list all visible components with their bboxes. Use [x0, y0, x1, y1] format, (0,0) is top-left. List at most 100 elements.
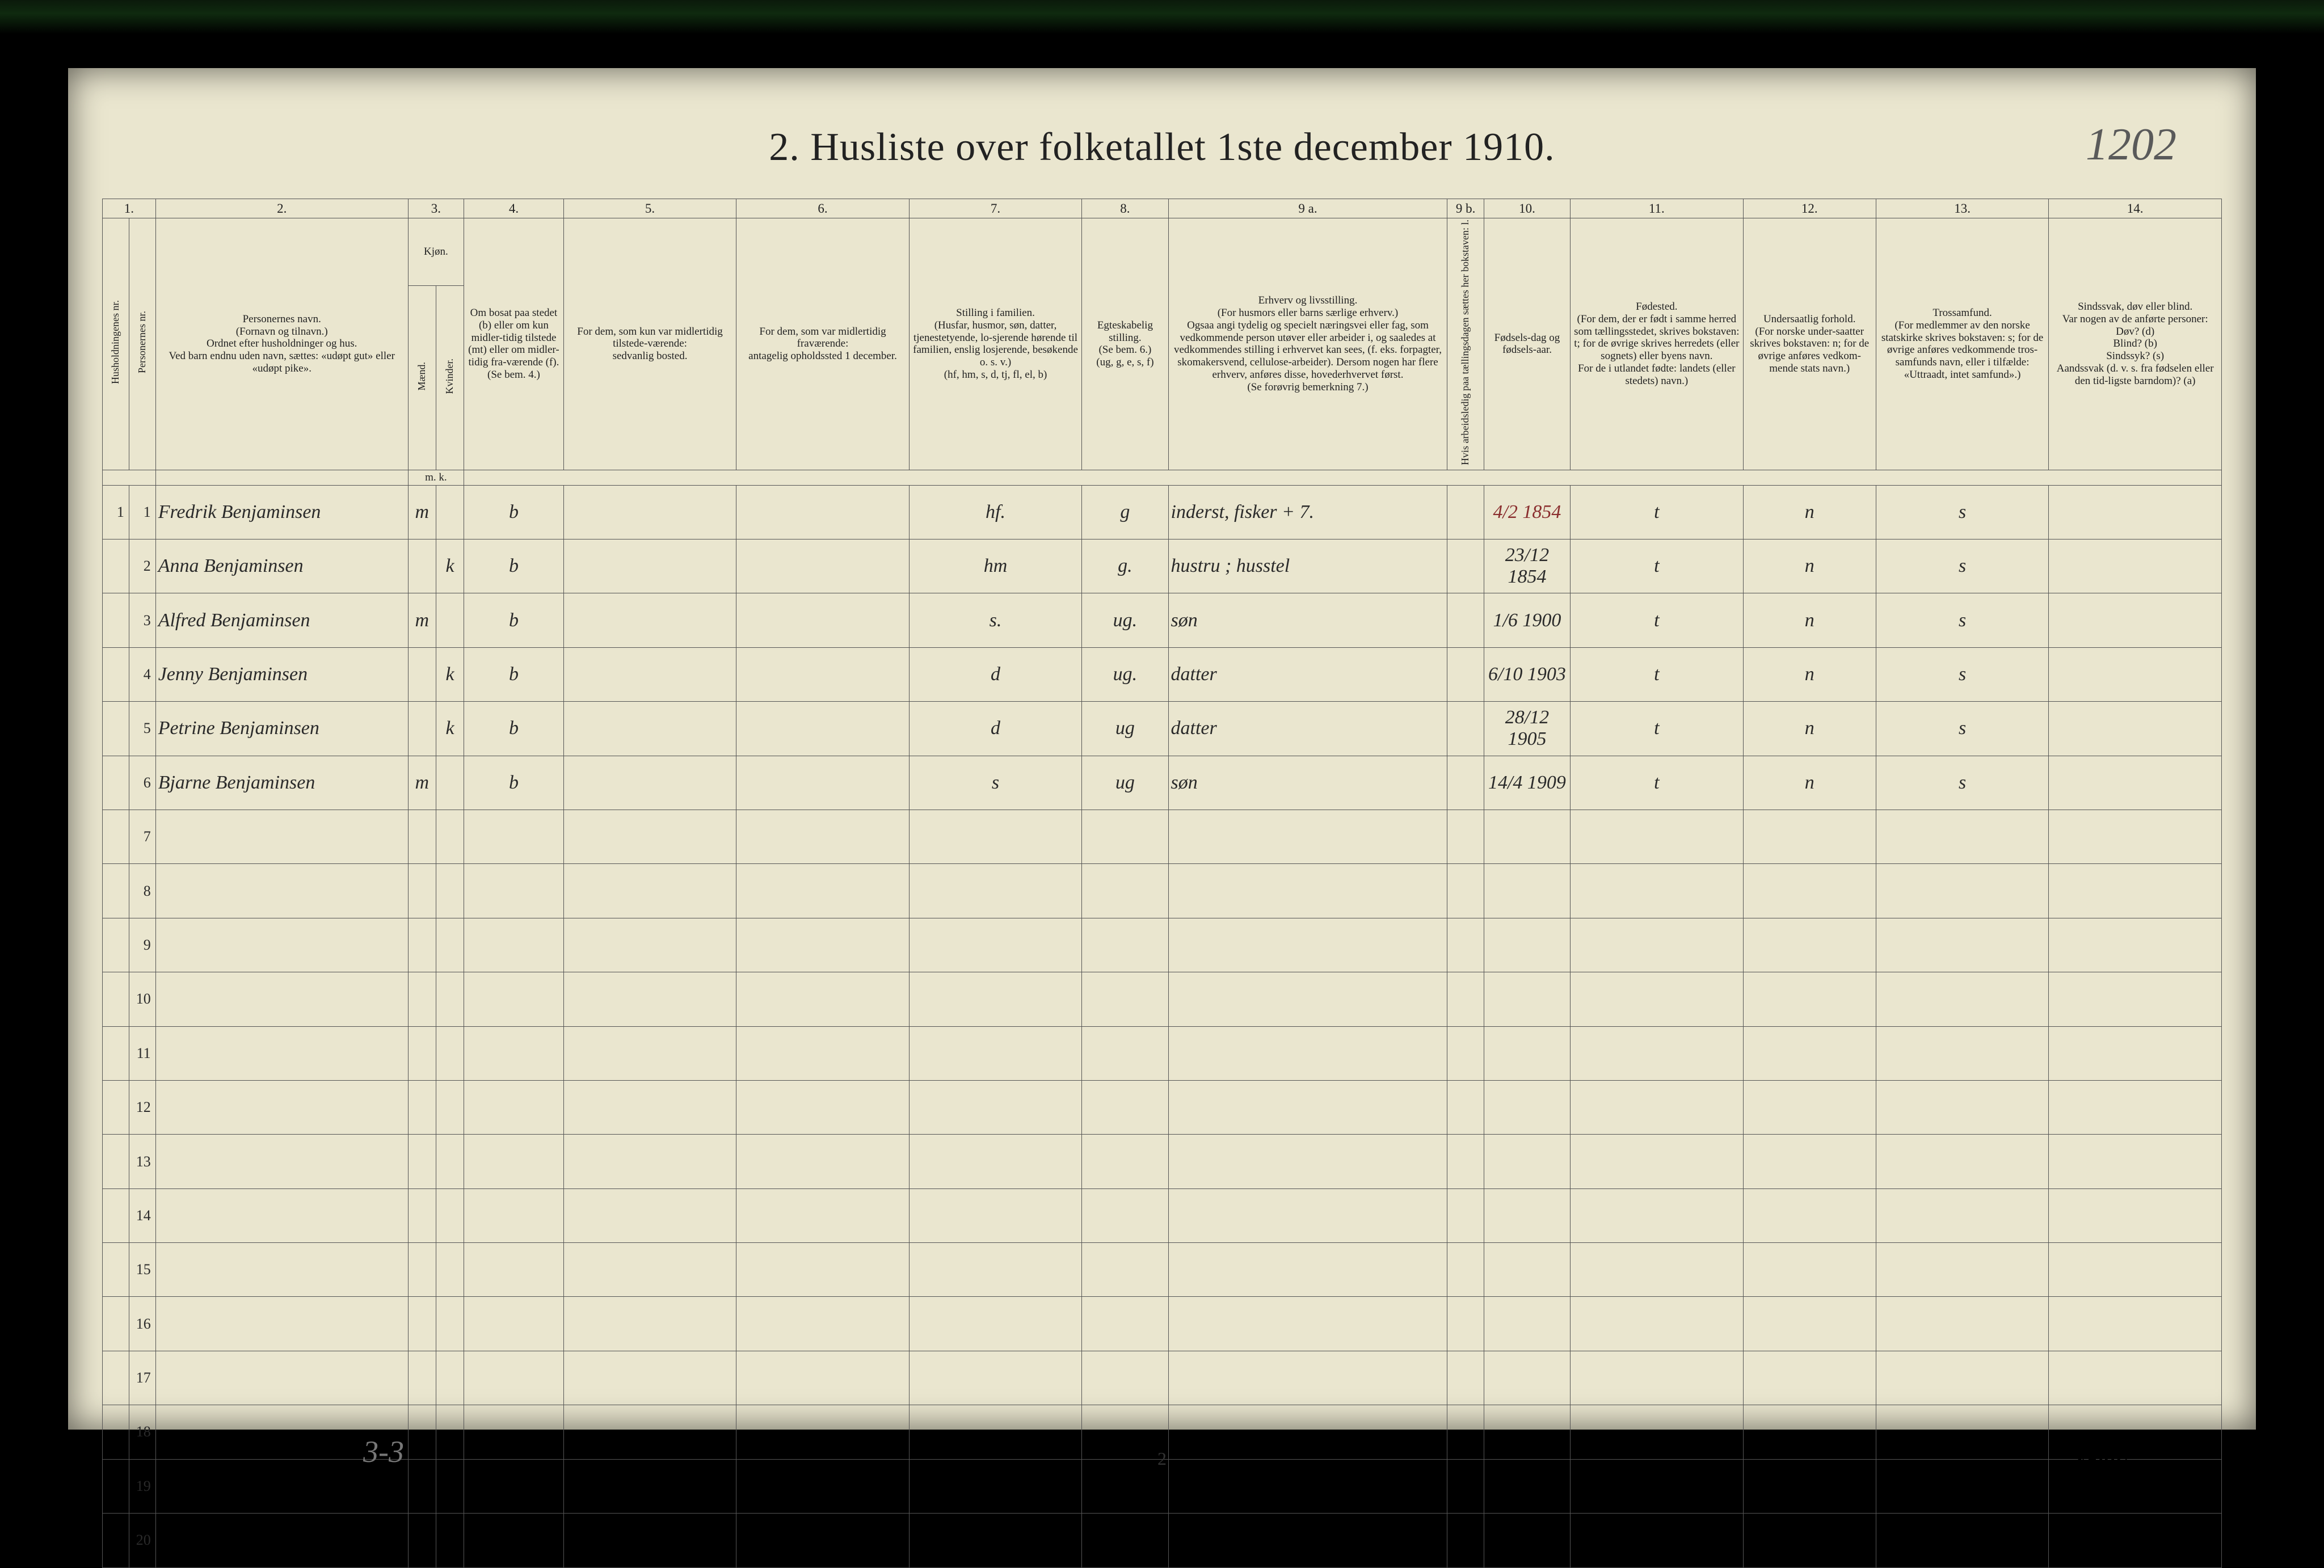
table-row: 8	[103, 864, 2222, 918]
cell-marital: ug.	[1082, 593, 1168, 647]
cell-temp-absent	[736, 593, 910, 647]
cell-birthplace: t	[1571, 593, 1744, 647]
cell-person-no: 13	[129, 1135, 155, 1188]
cell-empty	[563, 1135, 736, 1188]
table-body: 11Fredrik Benjaminsenmbhf.ginderst, fisk…	[103, 485, 2222, 1567]
cell-household-no	[103, 756, 129, 810]
table-row: 9	[103, 918, 2222, 972]
cell-empty	[155, 1351, 408, 1405]
cell-empty	[464, 1243, 564, 1297]
col-header-family-position: Stilling i familien. (Husfar, husmor, sø…	[909, 218, 1082, 470]
cell-empty	[436, 1188, 464, 1242]
cell-empty	[1484, 1243, 1570, 1297]
cell-empty	[464, 864, 564, 918]
cell-empty	[408, 918, 436, 972]
cell-unemployed	[1447, 702, 1484, 756]
cell-empty	[563, 1080, 736, 1134]
cell-empty	[1168, 1351, 1447, 1405]
cell-empty	[1447, 864, 1484, 918]
cell-empty	[1743, 1188, 1876, 1242]
col-header-unemployed: Hvis arbeidsledig paa tællingsdagen sætt…	[1447, 218, 1484, 470]
cell-empty	[1876, 1080, 2049, 1134]
cell-household-no: 1	[103, 485, 129, 539]
cell-empty	[436, 1135, 464, 1188]
cell-empty	[464, 1026, 564, 1080]
table-row: 14	[103, 1188, 2222, 1242]
col-header-birthdate: Fødsels-dag og fødsels-aar.	[1484, 218, 1570, 470]
cell-empty	[1082, 1351, 1168, 1405]
cell-sex-m	[408, 539, 436, 593]
cell-empty	[155, 918, 408, 972]
cell-empty	[1876, 810, 2049, 863]
cell-birthplace: t	[1571, 756, 1744, 810]
cell-empty	[1876, 1351, 2049, 1405]
cell-citizenship: n	[1743, 756, 1876, 810]
cell-empty	[155, 972, 408, 1026]
cell-empty	[103, 810, 129, 863]
cell-birthplace: t	[1571, 539, 1744, 593]
cell-empty	[1876, 1243, 2049, 1297]
cell-empty	[1447, 810, 1484, 863]
cell-unemployed	[1447, 485, 1484, 539]
cell-empty	[736, 918, 910, 972]
cell-empty	[2049, 1188, 2222, 1242]
cell-empty	[736, 1243, 910, 1297]
cell-person-no: 12	[129, 1080, 155, 1134]
cell-person-no: 16	[129, 1297, 155, 1351]
cell-sex-m: m	[408, 593, 436, 647]
cell-empty	[436, 1351, 464, 1405]
cell-citizenship: n	[1743, 539, 1876, 593]
cell-infirmity	[2049, 485, 2222, 539]
cell-empty	[736, 1026, 910, 1080]
cell-empty	[436, 1514, 464, 1568]
cell-marital: ug	[1082, 756, 1168, 810]
col-header-female: Kvinder.	[436, 285, 464, 470]
cell-empty	[909, 1514, 1082, 1568]
cell-person-no: 1	[129, 485, 155, 539]
cell-empty	[1447, 1514, 1484, 1568]
col-num-9b: 9 b.	[1447, 199, 1484, 218]
cell-empty	[1571, 1135, 1744, 1188]
cell-empty	[408, 1080, 436, 1134]
cell-empty	[909, 810, 1082, 863]
cell-occupation: søn	[1168, 756, 1447, 810]
cell-empty	[1082, 864, 1168, 918]
col-num-11: 11.	[1571, 199, 1744, 218]
cell-birthdate: 4/2 1854	[1484, 485, 1570, 539]
cell-empty	[563, 1514, 736, 1568]
table-row: 5Petrine Benjaminsenkbdugdatter28/12 190…	[103, 702, 2222, 756]
cell-temp-absent	[736, 539, 910, 593]
cell-empty	[1484, 1297, 1570, 1351]
cell-empty	[1082, 972, 1168, 1026]
cell-temp-present	[563, 647, 736, 701]
cell-occupation: inderst, fisker + 7.	[1168, 485, 1447, 539]
table-row: 15	[103, 1243, 2222, 1297]
cell-empty	[1484, 810, 1570, 863]
cell-residence: b	[464, 539, 564, 593]
cell-empty	[1082, 810, 1168, 863]
cell-empty	[1484, 1514, 1570, 1568]
cell-empty	[1743, 1135, 1876, 1188]
cell-empty	[1082, 1080, 1168, 1134]
header-rule	[464, 470, 2222, 485]
col-header-religion: Trossamfund. (For medlemmer av den norsk…	[1876, 218, 2049, 470]
col-num-1: 1.	[103, 199, 156, 218]
cell-family-pos: d	[909, 702, 1082, 756]
cell-empty	[103, 1243, 129, 1297]
cell-empty	[736, 1188, 910, 1242]
col-header-blank	[103, 470, 156, 485]
cell-empty	[1484, 1026, 1570, 1080]
cell-person-no: 10	[129, 972, 155, 1026]
cell-empty	[1876, 864, 2049, 918]
cell-empty	[436, 810, 464, 863]
cell-empty	[464, 1514, 564, 1568]
cell-empty	[1743, 972, 1876, 1026]
cell-empty	[1743, 1514, 1876, 1568]
cell-empty	[103, 918, 129, 972]
cell-empty	[1571, 1297, 1744, 1351]
cell-empty	[1447, 918, 1484, 972]
cell-residence: b	[464, 702, 564, 756]
cell-empty	[103, 972, 129, 1026]
cell-infirmity	[2049, 647, 2222, 701]
cell-empty	[1447, 1297, 1484, 1351]
